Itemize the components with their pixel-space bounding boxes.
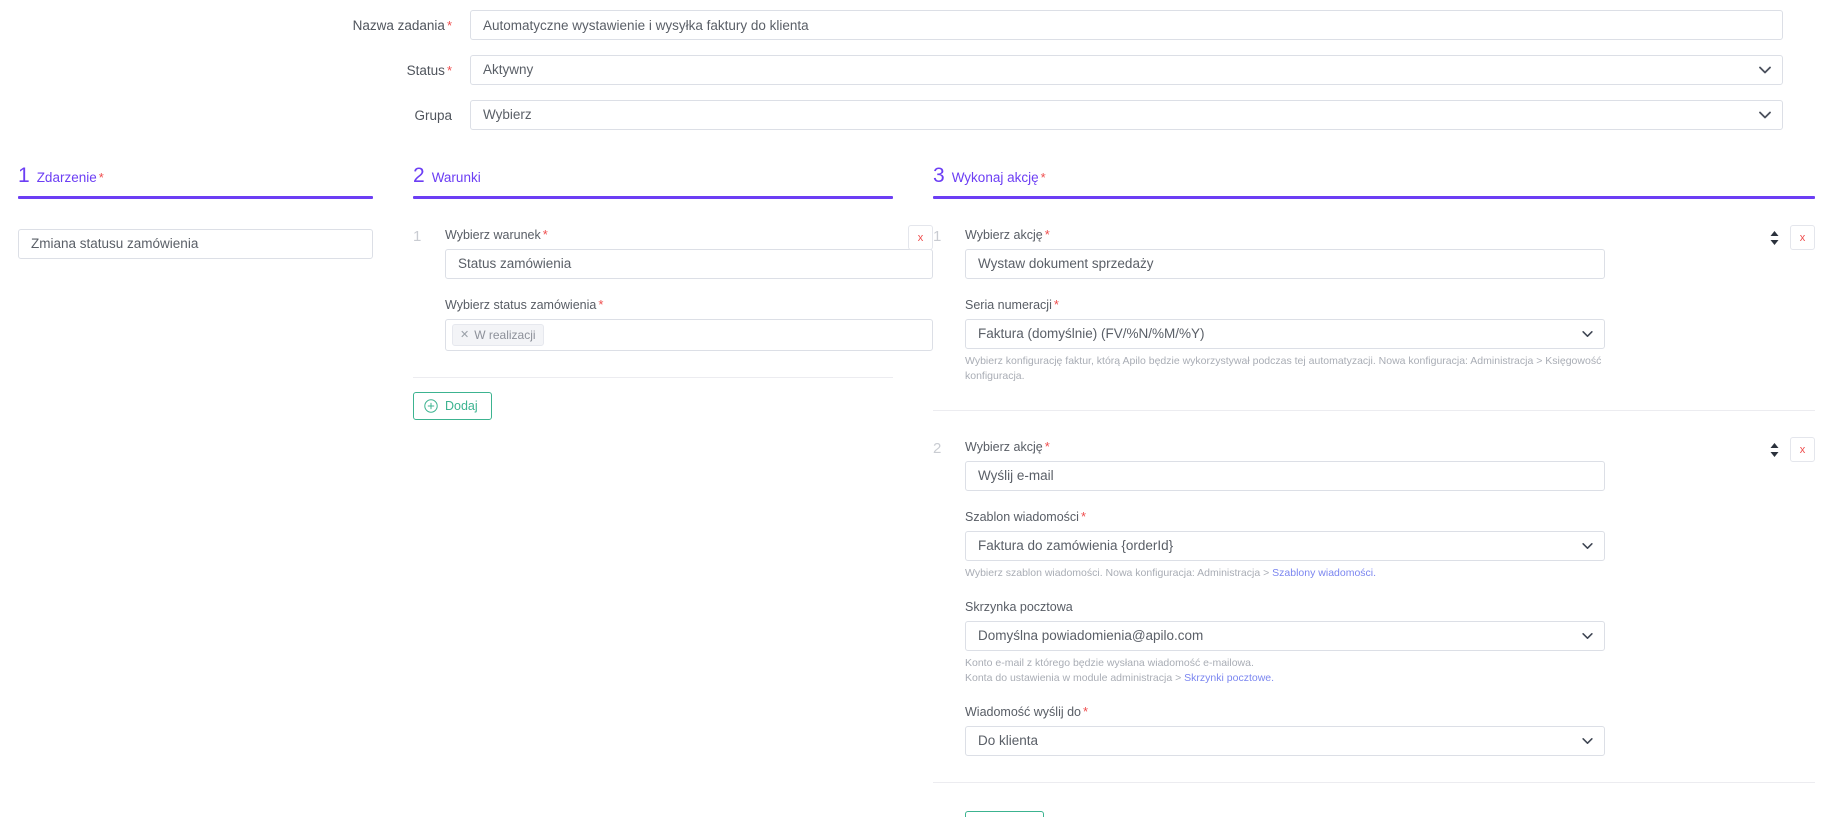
actions-add-row: Dodaj <box>933 797 1815 817</box>
condition-field-status: Wybierz status zamówienia * ✕ W realizacj… <box>445 297 933 351</box>
required-asterisk: * <box>98 170 104 185</box>
step-number: 1 <box>18 164 30 187</box>
condition-field-type: Wybierz warunek * Status zamówienia <box>445 227 933 279</box>
series-label: Seria numeracji * <box>965 297 1059 312</box>
remove-action-button[interactable]: x <box>1790 225 1815 250</box>
required-asterisk: * <box>1083 704 1089 720</box>
selected-token: ✕ W realizacji <box>452 324 544 346</box>
column-conditions: 2 Warunki 1 Wybierz warunek * Status zamó… <box>413 165 933 817</box>
event-field: Zmiana statusu zamówienia <box>18 229 413 259</box>
form-row-status: Status * Aktywny <box>0 55 1833 85</box>
required-asterisk: * <box>1080 509 1087 525</box>
action-block-controls: x <box>1769 437 1815 463</box>
action-block-controls: x <box>1769 225 1815 250</box>
group-select[interactable]: Wybierz <box>470 100 1783 130</box>
status-select[interactable]: Aktywny <box>470 55 1783 85</box>
action-block: 2 Wybierz akcję * Wyślij e-mail Szablon w… <box>933 411 1815 757</box>
close-icon[interactable]: ✕ <box>460 329 470 341</box>
step-header-event: 1 Zdarzenie * <box>18 165 413 191</box>
token-label: W realizacji <box>474 328 536 342</box>
step-label: Warunki <box>431 170 481 185</box>
remove-action-button[interactable]: x <box>1790 437 1815 463</box>
task-header-form: Nazwa zadania* Status* Aktywny Grupa Wyb <box>0 0 1833 130</box>
step-number: 2 <box>413 164 425 187</box>
actions-divider <box>933 410 1815 412</box>
required-asterisk: * <box>1044 439 1050 455</box>
step-underline <box>933 196 1815 199</box>
action-type-label: Wybierz akcję * <box>965 439 1050 455</box>
required-asterisk: * <box>1044 227 1050 242</box>
action-type-select[interactable]: Wyślij e-mail <box>965 461 1605 492</box>
step-label: Zdarzenie * <box>36 170 104 185</box>
event-select[interactable]: Zmiana statusu zamówienia <box>18 229 373 259</box>
mailbox-help-link[interactable]: Skrzynki pocztowe. <box>1184 671 1275 684</box>
label-group: Grupa <box>414 107 452 123</box>
required-asterisk: * <box>1053 297 1059 312</box>
condition-type-select[interactable]: Status zamówienia <box>445 249 933 279</box>
action-field-template: Szablon wiadomości * Faktura do zamówieni… <box>965 509 1815 581</box>
action-type-select[interactable]: Wystaw dokument sprzedaży <box>965 249 1605 279</box>
step-header-actions: 3 Wykonaj akcję * <box>933 165 1815 191</box>
condition-type-label: Wybierz warunek * <box>445 227 548 242</box>
step-header-conditions: 2 Warunki <box>413 165 933 191</box>
condition-block: 1 Wybierz warunek * Status zamówienia Wyb… <box>413 199 933 351</box>
action-index: 1 <box>933 228 942 245</box>
conditions-add-row: Dodaj <box>413 378 933 420</box>
remove-condition-button[interactable]: x <box>908 225 933 250</box>
series-help-text: Wybierz konfigurację faktur, którą Apilo… <box>965 355 1602 383</box>
step-label: Wykonaj akcję * <box>951 170 1046 185</box>
required-asterisk: * <box>446 62 452 78</box>
mailbox-help-text: Konto e-mail z którego będzie wysłana wi… <box>965 656 1275 684</box>
label-status: Status * <box>406 62 452 78</box>
action-field-recipient: Wiadomość wyślij do * Do klienta <box>965 704 1815 757</box>
template-label: Szablon wiadomości * <box>965 509 1087 525</box>
template-help-text: Wybierz szablon wiadomości. Nowa konfigu… <box>965 567 1377 580</box>
step-underline <box>413 196 893 199</box>
required-asterisk: * <box>1040 170 1046 185</box>
action-index: 2 <box>933 440 942 458</box>
action-field-series: Seria numeracji * Faktura (domyślnie) (FV… <box>965 297 1815 384</box>
column-actions: 3 Wykonaj akcję * 1 Wybierz akcję * Wystaw… <box>933 165 1833 817</box>
form-row-task-name: Nazwa zadania * <box>0 10 1833 40</box>
task-name-input[interactable] <box>470 10 1783 40</box>
column-event: 1 Zdarzenie * Zmiana statusu zamówienia <box>18 165 413 817</box>
conditions-divider <box>413 377 893 378</box>
action-block: 1 Wybierz akcję * Wystaw dokument sprzeda… <box>933 199 1815 384</box>
label-task-name: Nazwa zadania * <box>352 17 452 33</box>
add-condition-button[interactable]: Dodaj <box>413 392 492 420</box>
actions-divider <box>933 782 1815 784</box>
sort-updown-icon[interactable] <box>1769 442 1780 458</box>
action-field-type: Wybierz akcję * Wyślij e-mail <box>965 439 1815 492</box>
series-select[interactable]: Faktura (domyślnie) (FV/%N/%M/%Y) <box>965 319 1605 349</box>
condition-status-label: Wybierz status zamówienia * <box>445 297 604 312</box>
recipient-label: Wiadomość wyślij do * <box>965 704 1089 720</box>
required-asterisk: * <box>542 227 548 242</box>
mailbox-label: Skrzynka pocztowa <box>965 599 1073 614</box>
condition-status-multiselect[interactable]: ✕ W realizacji <box>445 319 933 351</box>
condition-block-controls: x <box>908 225 933 250</box>
template-help-link[interactable]: Szablony wiadomości. <box>1272 567 1377 580</box>
plus-circle-icon <box>424 399 438 413</box>
step-number: 3 <box>933 164 945 187</box>
mailbox-select[interactable]: Domyślna powiadomienia@apilo.com <box>965 620 1605 651</box>
action-field-mailbox: Skrzynka pocztowa Domyślna powiadomienia… <box>965 600 1815 686</box>
form-row-group: Grupa Wybierz <box>0 100 1833 130</box>
automation-columns: 1 Zdarzenie * Zmiana statusu zamówienia 2… <box>0 145 1833 817</box>
template-select[interactable]: Faktura do zamówienia {orderId} <box>965 531 1605 562</box>
action-type-label: Wybierz akcję * <box>965 227 1050 242</box>
required-asterisk: * <box>446 17 452 33</box>
action-field-type: Wybierz akcję * Wystaw dokument sprzedaży <box>965 227 1815 279</box>
add-condition-label: Dodaj <box>445 399 478 413</box>
add-action-button[interactable]: Dodaj <box>965 811 1044 817</box>
condition-index: 1 <box>413 228 422 245</box>
sort-updown-icon[interactable] <box>1769 230 1780 246</box>
required-asterisk: * <box>598 297 604 312</box>
step-underline <box>18 196 373 199</box>
recipient-select[interactable]: Do klienta <box>965 726 1605 757</box>
